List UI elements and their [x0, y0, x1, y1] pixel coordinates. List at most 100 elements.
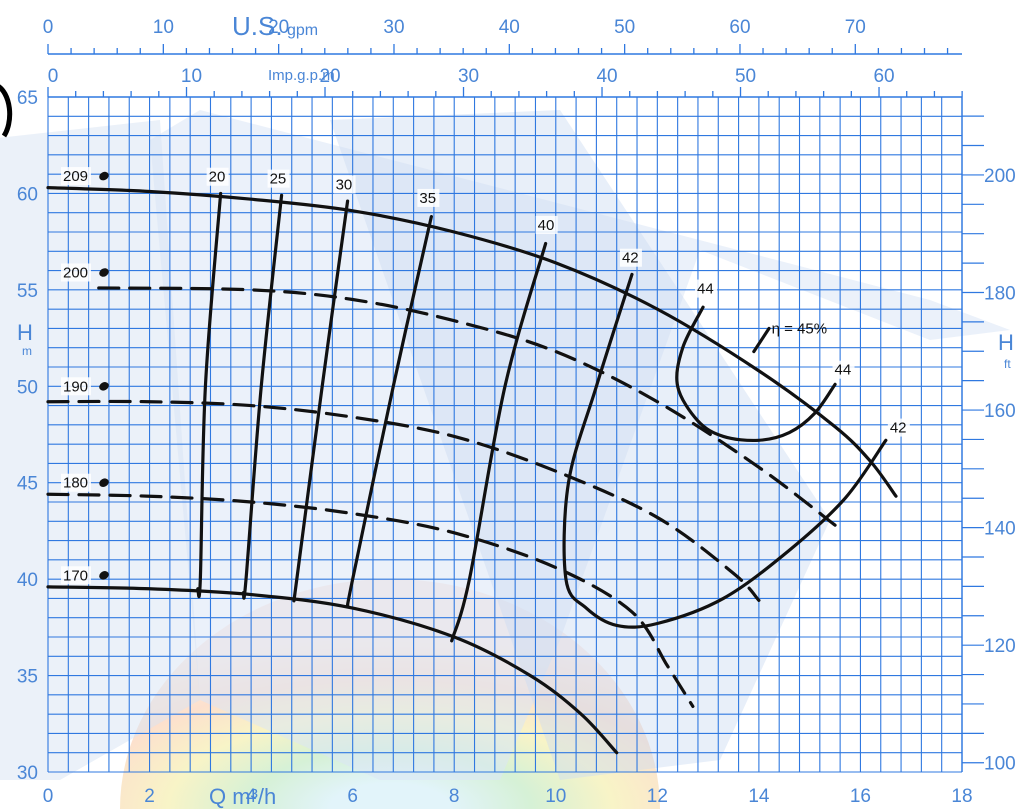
- efficiency-label-2-bg: [333, 175, 356, 194]
- x-tick-label: 10: [545, 786, 566, 807]
- efficiency-label-4-text: 40: [538, 217, 555, 234]
- y-left-tick-label: 65: [17, 88, 38, 109]
- top-axis-1-tick-label: 0: [43, 17, 54, 38]
- top-axis-1-tick-label: 40: [499, 17, 520, 38]
- y-axis-right-unit: ft: [1004, 357, 1011, 371]
- impeller-curve-170: [46, 585, 619, 755]
- efficiency-curve-4: [450, 241, 548, 643]
- y-left-tick-label: 45: [17, 474, 38, 495]
- efficiency-label-44-right-bg: [832, 360, 855, 379]
- y-axis-right-label: H: [998, 330, 1014, 355]
- efficiency-label-4: 40: [535, 215, 558, 234]
- y-right-tick-label: 200: [984, 166, 1016, 187]
- efficiency-label-0: 20: [206, 167, 229, 186]
- x-tick-label: 18: [951, 786, 972, 807]
- x-tick-label: 6: [347, 786, 358, 807]
- efficiency-curve-7: [752, 326, 771, 354]
- efficiency-label-5-bg: [619, 248, 642, 267]
- impeller-label-209-bg: [61, 167, 91, 186]
- x-tick-label: 14: [748, 786, 770, 807]
- efficiency-label-4-bg: [535, 215, 558, 234]
- top-axis-1-tick-label: 20: [268, 17, 289, 38]
- efficiency-label-3-text: 35: [419, 190, 436, 207]
- efficiency-label-3: 35: [417, 188, 440, 207]
- efficiency-curve-5: [562, 272, 888, 629]
- impeller-label-200: 200: [61, 263, 91, 282]
- chart-curves: [46, 186, 898, 755]
- edge-circle-fragment: [0, 84, 13, 138]
- top-axis-1-tick-label: 60: [729, 17, 750, 38]
- impeller-label-209-text: 209: [63, 168, 88, 185]
- impeller-label-170: 170: [61, 566, 91, 585]
- efficiency-label-42-right-text: 42: [890, 420, 907, 437]
- top-axis-2-tick-label: 10: [181, 66, 202, 87]
- impeller-label-209: 209: [61, 167, 91, 186]
- chart-axes: 0 2 4 6 8 10 12 14 16 183035404550556065100120140…: [17, 17, 1016, 807]
- y-right-tick-label: 120: [984, 636, 1016, 657]
- impeller-label-170-text: 170: [63, 567, 88, 584]
- top-axis-1-tick-label: 50: [614, 17, 635, 38]
- efficiency-curve-3: [345, 214, 433, 608]
- efficiency-curve-1: [241, 193, 284, 600]
- top-axis-1-unit: gpm: [287, 22, 318, 39]
- impeller-label-180-bg: [61, 473, 91, 492]
- efficiency-label-1-text: 25: [270, 171, 287, 188]
- top-axis-1-tick-label: 30: [383, 17, 404, 38]
- impeller-label-170-bg: [61, 566, 91, 585]
- efficiency-label-0-bg: [206, 167, 229, 186]
- top-axis-2-tick-label: 0: [48, 66, 59, 87]
- efficiency-label-1-bg: [267, 169, 290, 188]
- top-axis-2-tick-label: 40: [596, 66, 617, 87]
- top-axis-1-tick-label: 10: [153, 17, 174, 38]
- top-axis-2-tick-label: 50: [735, 66, 756, 87]
- efficiency-label-42-right: 42: [887, 418, 910, 437]
- y-left-tick-label: 50: [17, 377, 38, 398]
- impeller-curve-190: [46, 399, 761, 602]
- top-axis-2-tick-label: 60: [873, 66, 894, 87]
- y-left-tick-label: 40: [17, 570, 38, 591]
- chart-curve-labels: 209 200 190 180 170 20 25 30 35 40 42 44 44 42 η = 45%: [61, 167, 910, 585]
- efficiency-label-44-right: 44: [832, 360, 855, 379]
- top-axis-2-label: Imp.g.p.m: [268, 67, 335, 84]
- impeller-curve-180: [46, 492, 695, 709]
- impeller-label-200-text: 200: [63, 265, 88, 282]
- y-left-tick-label: 30: [17, 763, 38, 784]
- x-tick-label: 4: [246, 786, 257, 807]
- top-axis-1-tick-label: 70: [845, 17, 866, 38]
- top-axis-1-label: U.S.: [232, 11, 283, 41]
- efficiency-label-5-text: 42: [622, 250, 639, 267]
- impeller-label-mark-180: [99, 478, 109, 487]
- y-right-tick-label: 100: [984, 754, 1016, 775]
- efficiency-label-5: 42: [619, 248, 642, 267]
- top-axis-2-tick-label: 30: [458, 66, 479, 87]
- efficiency-label-6-bg: [695, 279, 718, 298]
- y-right-tick-label: 180: [984, 283, 1016, 304]
- efficiency-label-44-right-text: 44: [835, 362, 852, 379]
- efficiency-label-6: 44: [695, 279, 718, 298]
- efficiency-label-6-text: 44: [697, 281, 714, 298]
- y-axis-left-unit: m: [22, 344, 32, 358]
- efficiency-label-1: 25: [267, 169, 290, 188]
- x-tick-label: 0: [43, 786, 54, 807]
- background-watermark: [0, 110, 1010, 809]
- efficiency-label-2-text: 30: [336, 176, 353, 193]
- impeller-label-190-bg: [61, 377, 91, 396]
- top-axis-2-tick-label: 20: [319, 66, 340, 87]
- y-right-tick-label: 140: [984, 519, 1016, 540]
- efficiency-label-2: 30: [333, 175, 356, 194]
- efficiency-label-42-right-bg: [887, 418, 910, 437]
- efficiency-curve-0: [196, 191, 223, 599]
- impeller-label-mark-190: [99, 382, 109, 391]
- x-tick-label: 2: [144, 786, 155, 807]
- impeller-label-200-bg: [61, 263, 91, 282]
- y-left-tick-label: 60: [17, 184, 38, 205]
- impeller-label-mark-209: [99, 171, 109, 181]
- axis-titles: U.S. gpm Imp.g.p.m Q m³/h H m H ft: [17, 11, 1014, 809]
- impeller-label-mark-200: [99, 268, 109, 277]
- y-axis-left-label: H: [17, 320, 33, 345]
- x-tick-label: 12: [647, 786, 668, 807]
- impeller-curve-209: [46, 186, 898, 498]
- impeller-label-190-text: 190: [63, 378, 88, 395]
- x-tick-label: 8: [449, 786, 460, 807]
